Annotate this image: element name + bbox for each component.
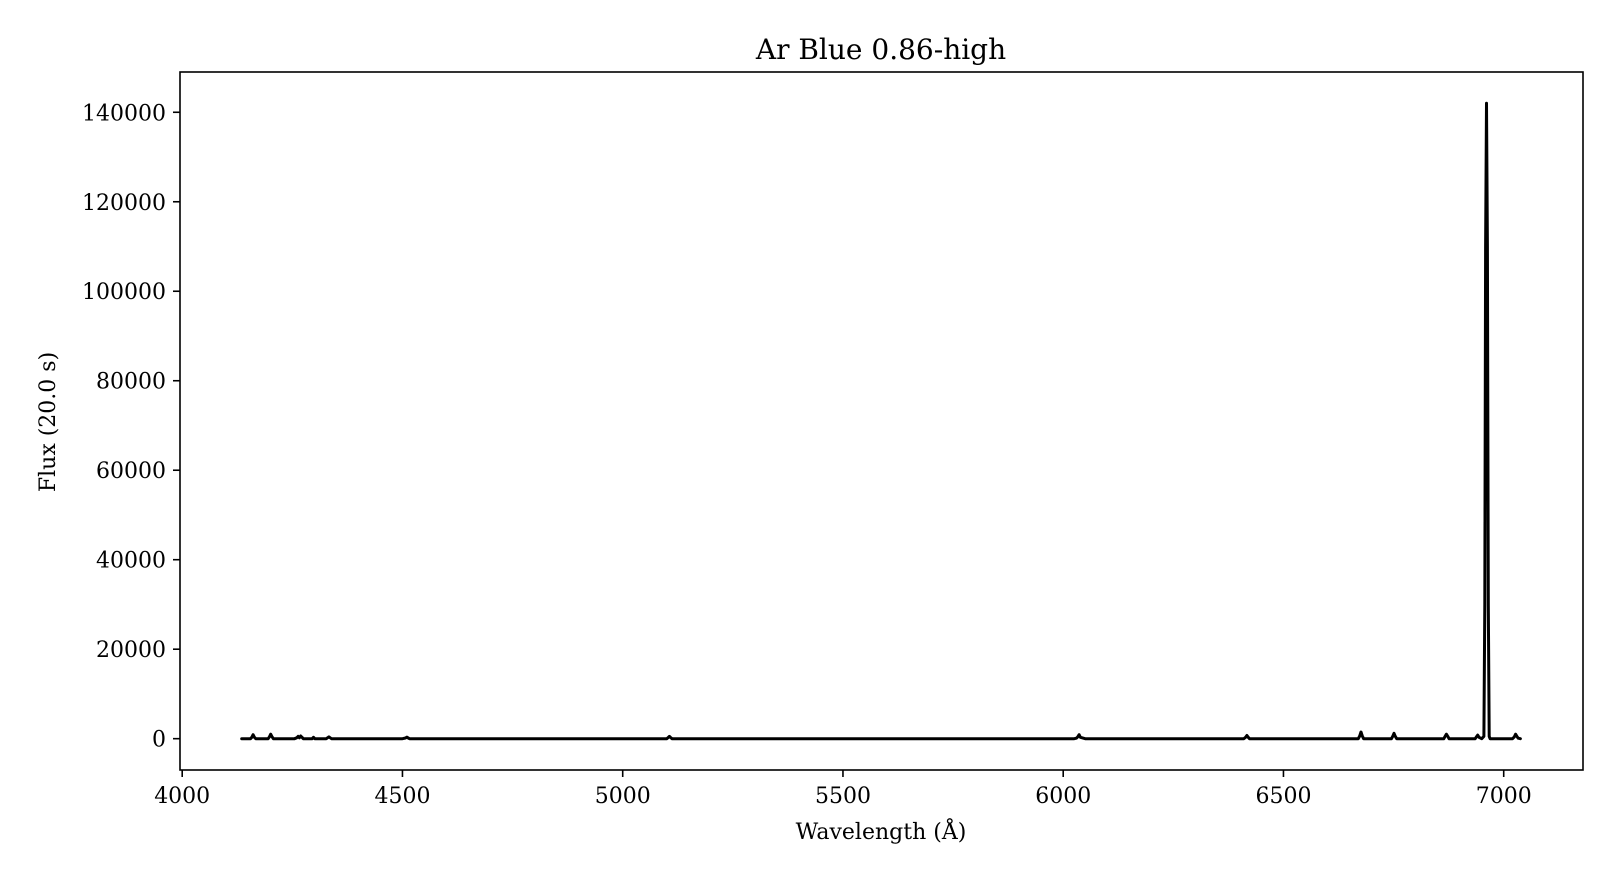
flux-series-line: [240, 101, 1522, 741]
x-tick-label: 6500: [1255, 784, 1311, 809]
x-tick-label: 4000: [154, 784, 210, 809]
x-tick-label: 7000: [1476, 784, 1532, 809]
y-tick-label: 80000: [96, 370, 166, 395]
y-axis-label: Flux (20.0 s): [36, 352, 61, 492]
y-tick-label: 40000: [96, 549, 166, 574]
y-tick-label: 100000: [82, 280, 166, 305]
y-tick-label: 140000: [82, 101, 166, 126]
y-tick-label: 0: [152, 728, 166, 753]
x-tick-label: 4500: [374, 784, 430, 809]
y-tick-label: 20000: [96, 638, 166, 663]
y-tick-label: 120000: [82, 191, 166, 216]
x-tick-label: 5500: [815, 784, 871, 809]
axis-ticks: 4000 4500 5000 5500 6000 6500 7000 0 20000 40000 6…: [82, 101, 1532, 809]
x-axis-label: Wavelength (Å): [796, 817, 967, 845]
plot-area-frame: [179, 71, 1584, 771]
chart-title: Ar Blue 0.86-high: [755, 33, 1006, 66]
y-tick-label: 60000: [96, 459, 166, 484]
x-tick-label: 5000: [595, 784, 651, 809]
x-tick-label: 6000: [1035, 784, 1091, 809]
